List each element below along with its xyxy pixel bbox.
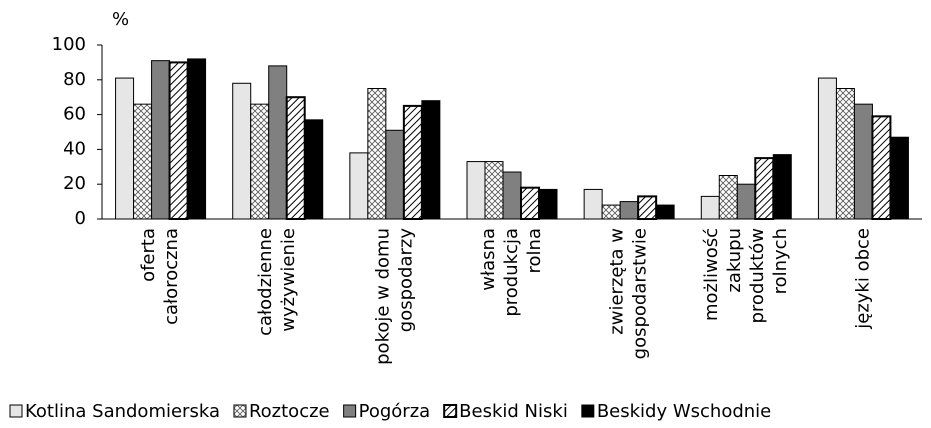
legend-swatch — [233, 404, 247, 418]
x-tick-label: całodzienne — [255, 228, 276, 336]
bar — [133, 103, 153, 220]
x-tick-label: produkcja — [501, 228, 522, 317]
bar — [700, 195, 720, 220]
legend-swatch — [9, 404, 23, 418]
bar — [736, 183, 756, 220]
x-tick-label: produktów — [747, 228, 768, 324]
legend-swatch — [581, 404, 595, 418]
y-tick-label: 80 — [63, 69, 86, 90]
bar — [402, 104, 423, 220]
x-tick-label: wyżywienie — [278, 228, 299, 332]
x-tick-label: rolnych — [770, 228, 791, 294]
bar — [385, 129, 405, 220]
bar — [502, 171, 522, 220]
legend-label: Beskid Niski — [459, 401, 568, 422]
legend-swatch — [343, 404, 357, 418]
bar — [601, 204, 621, 220]
bar — [367, 88, 387, 220]
y-tick-label: 0 — [75, 208, 86, 229]
bar — [232, 82, 252, 220]
x-tick-label: pokoje w domu — [372, 228, 393, 365]
bar — [619, 201, 639, 220]
legend-label: Roztocze — [249, 401, 330, 422]
bar — [268, 65, 288, 220]
bar — [484, 161, 504, 220]
legend-label: Pogórza — [359, 401, 431, 422]
bar — [187, 58, 207, 220]
bar — [115, 77, 135, 220]
bar — [250, 103, 270, 220]
bar — [520, 186, 540, 220]
bar — [466, 161, 486, 220]
x-tick-label: rolna — [524, 228, 545, 273]
bar — [151, 60, 171, 220]
bar — [304, 119, 324, 220]
bar — [583, 188, 603, 220]
x-tick-label: zwierzęta w — [607, 228, 628, 335]
legend-swatch — [443, 404, 458, 418]
y-axis-label: % — [112, 9, 129, 30]
bar — [655, 204, 675, 220]
bar — [421, 100, 441, 220]
bar — [835, 88, 855, 220]
legend-label: Kotlina Sandomierska — [25, 401, 220, 422]
x-tick-label: całoroczna — [161, 228, 182, 325]
bar — [168, 61, 189, 221]
x-tick-label: oferta — [138, 228, 159, 282]
bar — [285, 96, 306, 220]
x-tick-label: możliwość — [701, 228, 722, 321]
x-tick-label: gospodarzy — [395, 228, 416, 333]
bar — [718, 175, 738, 220]
x-tick-label: zakupu — [724, 228, 745, 293]
legend-label: Beskidy Wschodnie — [597, 401, 771, 422]
y-tick-label: 60 — [63, 104, 86, 125]
x-tick-label: gospodarstwie — [630, 228, 651, 359]
bar — [637, 195, 658, 221]
bar — [871, 115, 892, 220]
bar — [817, 77, 837, 220]
bar — [889, 136, 909, 220]
y-tick-label: 20 — [63, 173, 86, 194]
y-tick-label: 40 — [63, 138, 86, 159]
bar — [754, 157, 775, 221]
x-tick-label: własna — [478, 228, 499, 291]
bar — [538, 188, 558, 220]
bar — [349, 152, 369, 220]
x-tick-label: języki obce — [852, 228, 873, 330]
bar — [853, 103, 873, 220]
bar — [772, 154, 792, 220]
y-tick-label: 100 — [52, 34, 86, 55]
